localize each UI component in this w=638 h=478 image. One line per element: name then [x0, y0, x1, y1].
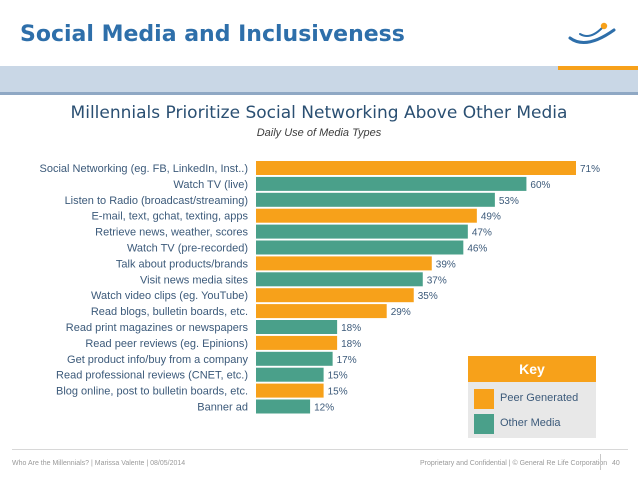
category-label: Retrieve news, weather, scores — [95, 227, 248, 239]
bar-other — [256, 399, 311, 414]
company-logo-icon — [568, 22, 616, 44]
bar-peer — [256, 256, 432, 271]
category-label: Read peer reviews (eg. Epinions) — [85, 338, 248, 350]
page-number: 40 — [612, 460, 620, 467]
bar-other — [256, 192, 495, 207]
legend-title: Key — [468, 356, 596, 382]
value-label: 47% — [472, 228, 492, 239]
footer-left-text: Who Are the Millennials? | Marissa Valen… — [12, 460, 186, 467]
bar-other — [256, 272, 423, 287]
chart-title: Millennials Prioritize Social Networking… — [70, 103, 568, 123]
bar-chart: Social Networking (eg. FB, LinkedIn, Ins… — [40, 161, 600, 414]
category-label: Talk about products/brands — [116, 258, 249, 270]
category-label: Watch video clips (eg. YouTube) — [91, 290, 248, 302]
value-label: 18% — [341, 323, 361, 334]
bar-peer — [256, 383, 324, 398]
category-label: Read professional reviews (CNET, etc.) — [56, 370, 248, 382]
header-band-rule — [0, 92, 638, 95]
bar-other — [256, 224, 468, 239]
category-label: Social Networking (eg. FB, LinkedIn, Ins… — [40, 163, 248, 175]
value-label: 29% — [391, 307, 411, 318]
value-label: 15% — [328, 387, 348, 398]
value-label: 39% — [436, 259, 456, 270]
bar-peer — [256, 208, 477, 223]
value-label: 53% — [499, 196, 519, 207]
value-label: 71% — [580, 164, 600, 175]
bar-peer — [256, 161, 576, 175]
bar-peer — [256, 304, 387, 319]
category-label: Watch TV (live) — [173, 179, 248, 191]
footer-right-text: Proprietary and Confidential | © General… — [420, 460, 608, 467]
page-number-divider — [600, 454, 601, 470]
value-label: 15% — [328, 371, 348, 382]
legend-box: Key Peer Generated Other Media — [468, 356, 596, 438]
legend-label-other: Other Media — [500, 417, 561, 429]
bar-other — [256, 240, 464, 255]
bar-other — [256, 176, 527, 191]
legend-item-other: Other Media — [474, 414, 596, 434]
bar-other — [256, 367, 324, 382]
bar-other — [256, 320, 338, 334]
chart-subtitle: Daily Use of Media Types — [256, 127, 382, 139]
bar-peer — [256, 288, 414, 303]
footer-divider — [12, 449, 628, 450]
category-label: Blog online, post to bulletin boards, et… — [56, 386, 248, 398]
value-label: 46% — [467, 244, 487, 255]
value-label: 60% — [530, 180, 550, 191]
legend-swatch-other — [474, 414, 494, 434]
category-label: Watch TV (pre-recorded) — [127, 243, 248, 255]
legend-label-peer: Peer Generated — [500, 392, 579, 404]
category-label: Read blogs, bulletin boards, etc. — [91, 306, 248, 318]
slide-title: Social Media and Inclusiveness — [20, 22, 405, 47]
category-label: Read print magazines or newspapers — [66, 322, 249, 334]
legend-swatch-peer — [474, 389, 494, 409]
category-label: Visit news media sites — [140, 274, 249, 286]
value-label: 12% — [314, 403, 334, 414]
bar-peer — [256, 335, 338, 350]
value-label: 49% — [481, 212, 501, 223]
header-band-accent — [558, 66, 638, 70]
header-band — [0, 66, 638, 92]
bar-other — [256, 351, 333, 366]
value-label: 35% — [418, 291, 438, 302]
value-label: 37% — [427, 275, 447, 286]
category-label: Listen to Radio (broadcast/streaming) — [65, 195, 248, 207]
category-label: Banner ad — [197, 402, 248, 414]
category-label: E-mail, text, gchat, texting, apps — [91, 211, 248, 223]
value-label: 18% — [341, 339, 361, 350]
legend-item-peer: Peer Generated — [474, 389, 596, 409]
value-label: 17% — [337, 355, 357, 366]
category-label: Get product info/buy from a company — [67, 354, 248, 366]
